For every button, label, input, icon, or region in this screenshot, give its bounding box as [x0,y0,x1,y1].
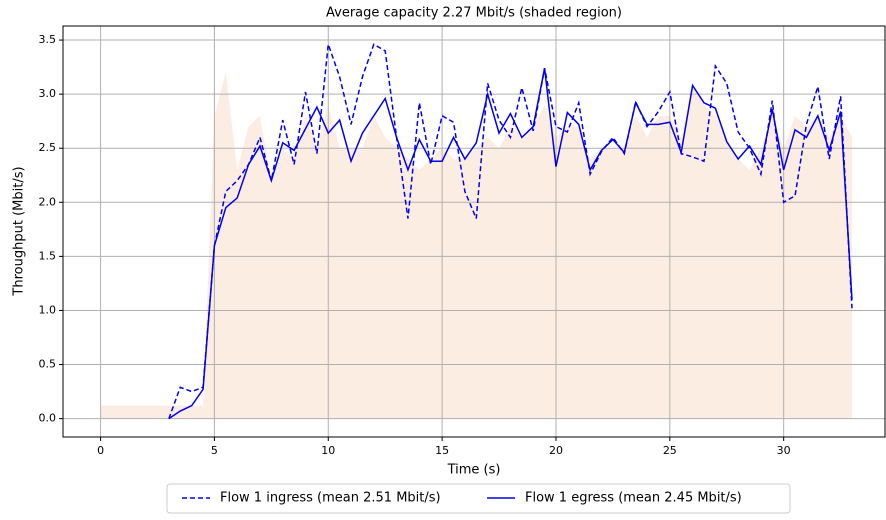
y-tick-label: 2.0 [39,195,57,208]
x-tick-label: 30 [777,444,791,457]
x-tick-label: 15 [435,444,449,457]
y-tick-label: 0.5 [39,358,57,371]
y-tick-label: 2.5 [39,141,57,154]
x-tick-label: 10 [321,444,335,457]
series-line [168,43,853,419]
plot-area [63,26,885,437]
legend-label: Flow 1 egress (mean 2.45 Mbit/s) [525,491,742,506]
y-tick-label: 3.5 [39,33,57,46]
x-tick-label: 5 [211,444,218,457]
series-line [168,68,853,420]
y-tick-label: 3.0 [39,87,57,100]
capacity-area [100,72,852,419]
x-tick-label: 0 [97,444,104,457]
x-axis-label: Time (s) [447,463,501,478]
legend-label: Flow 1 ingress (mean 2.51 Mbit/s) [220,491,441,506]
y-tick-label: 1.0 [39,303,57,316]
y-tick-label: 0.0 [39,412,57,425]
chart-title: Average capacity 2.27 Mbit/s (shaded reg… [326,6,622,21]
y-axis-label: Throughput (Mbit/s) [12,166,27,296]
y-tick-label: 1.5 [39,249,57,262]
x-tick-label: 25 [663,444,677,457]
axes-frame [62,25,886,438]
x-tick-label: 20 [549,444,563,457]
legend-box [166,483,791,514]
